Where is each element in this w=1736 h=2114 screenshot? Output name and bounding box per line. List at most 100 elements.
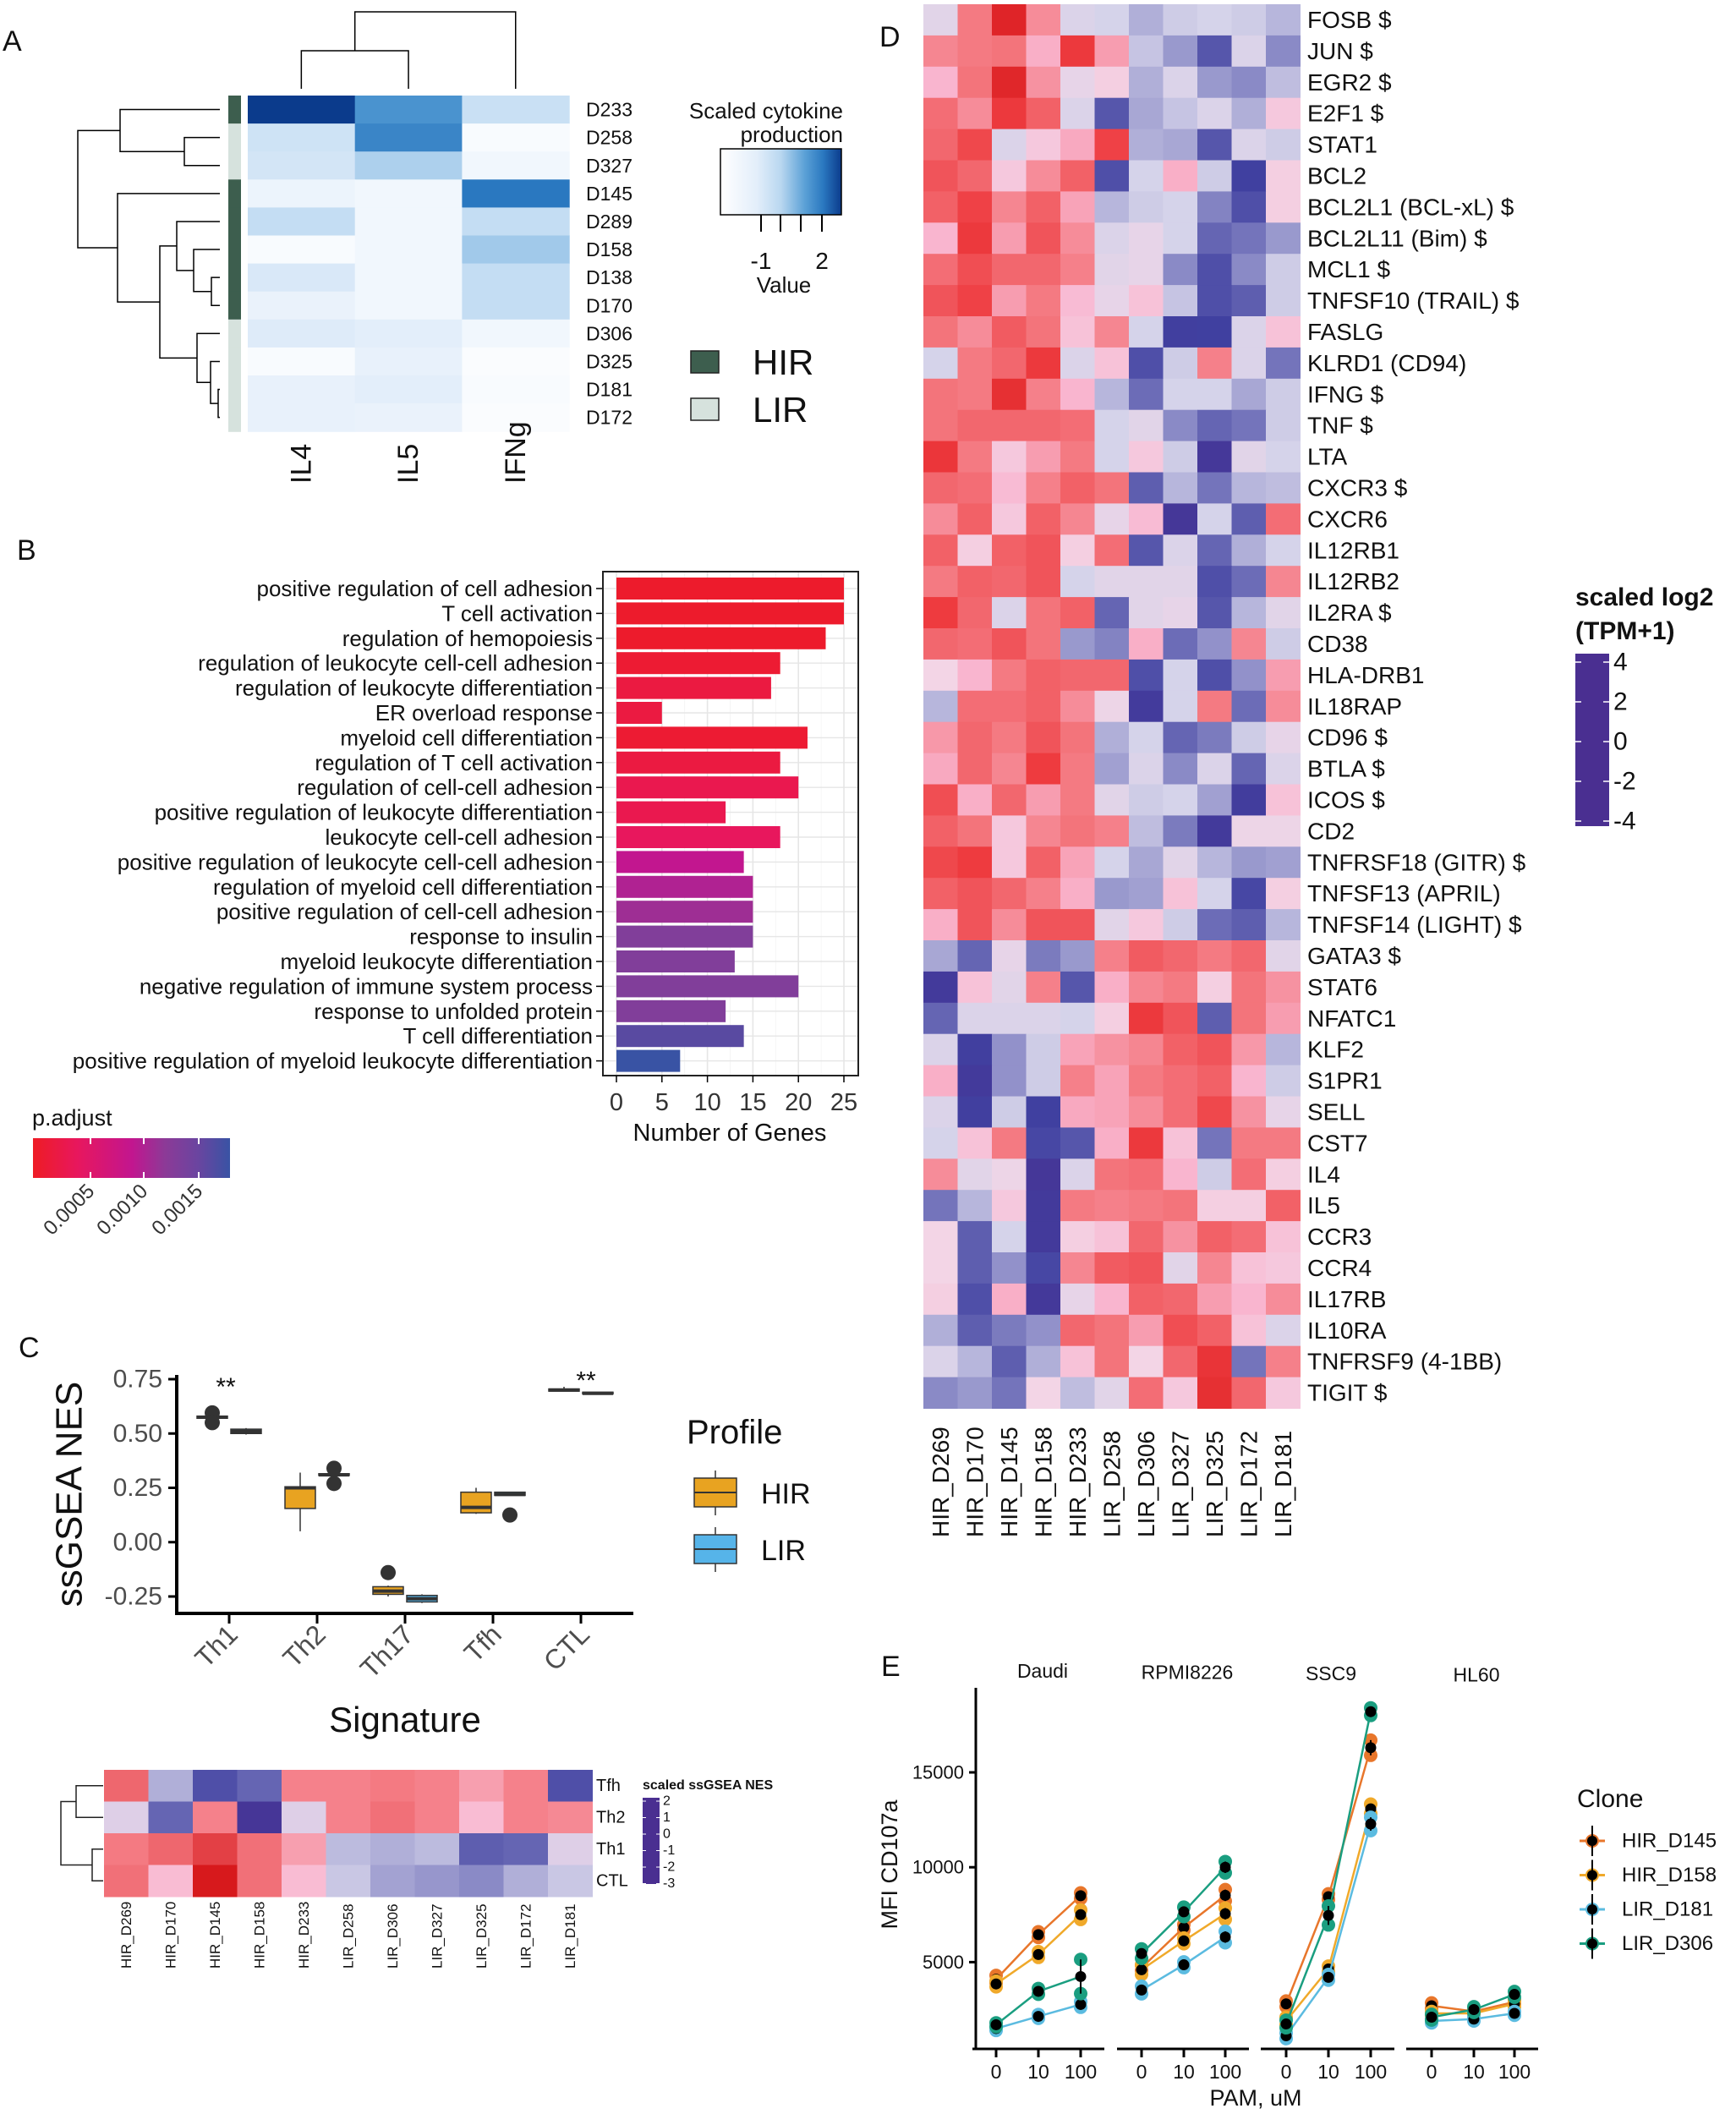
x-tick-label: Th1 bbox=[189, 1618, 244, 1673]
heatmap-cell bbox=[1094, 784, 1130, 816]
row-label: S1PR1 bbox=[1307, 1068, 1383, 1094]
heatmap-cell bbox=[1094, 222, 1130, 255]
heatmap-cell bbox=[1129, 1314, 1164, 1347]
heatmap-cell bbox=[459, 1770, 504, 1802]
heatmap-cell bbox=[1163, 1096, 1198, 1128]
heatmap-cell bbox=[1026, 721, 1061, 754]
column-label: IFNg bbox=[500, 421, 532, 484]
heatmap-cell bbox=[1163, 191, 1198, 223]
heatmap-cell bbox=[462, 207, 570, 237]
mean-point bbox=[1219, 1861, 1231, 1873]
heatmap-cell bbox=[1266, 1158, 1301, 1191]
heatmap-cell bbox=[1129, 472, 1164, 504]
legend-item-lir_d306: LIR_D306 bbox=[1580, 1928, 1713, 1959]
heatmap-cell bbox=[326, 1801, 371, 1834]
heatmap-cell bbox=[923, 784, 958, 816]
row-label: CTL bbox=[596, 1871, 628, 1890]
heatmap-cell bbox=[1163, 1127, 1198, 1159]
heatmap-cell bbox=[1060, 129, 1095, 161]
heatmap-cell bbox=[1026, 753, 1061, 785]
heatmap-cell bbox=[548, 1801, 593, 1834]
category-label: regulation of myeloid cell differentiati… bbox=[213, 874, 593, 900]
heatmap-cell bbox=[957, 503, 993, 535]
row-label: HLA-DRB1 bbox=[1307, 662, 1424, 688]
heatmap-cell bbox=[1163, 784, 1198, 816]
heatmap-cell bbox=[1060, 285, 1095, 317]
heatmap-cell bbox=[957, 1033, 993, 1066]
heatmap-cell bbox=[1060, 1345, 1095, 1378]
heatmap-cell bbox=[1197, 160, 1232, 192]
heatmap-cell bbox=[1163, 409, 1198, 442]
heatmap-cell bbox=[1163, 222, 1198, 255]
heatmap-cell bbox=[957, 97, 993, 130]
heatmap-cell bbox=[1026, 846, 1061, 879]
bar bbox=[616, 901, 753, 923]
heatmap-cell bbox=[957, 472, 993, 504]
heatmap-cell bbox=[1266, 534, 1301, 567]
mean-point bbox=[990, 2018, 1002, 2030]
heatmap-cell bbox=[923, 534, 958, 567]
heatmap-cell bbox=[193, 1801, 238, 1834]
heatmap-cell bbox=[957, 129, 993, 161]
heatmap-cell bbox=[1266, 4, 1301, 36]
heatmap-cell bbox=[1129, 1190, 1164, 1222]
heatmap-cell bbox=[1094, 909, 1130, 941]
group-annotation-cell bbox=[228, 263, 241, 293]
heatmap-cell bbox=[1266, 35, 1301, 68]
heatmap-cell bbox=[923, 347, 958, 380]
heatmap-cell bbox=[1026, 1002, 1061, 1035]
heatmap-cell bbox=[1197, 846, 1232, 879]
heatmap-cell bbox=[1231, 409, 1267, 442]
heatmap-cell bbox=[1094, 97, 1130, 130]
heatmap-cell bbox=[1129, 1127, 1164, 1159]
heatmap-cell bbox=[992, 35, 1027, 68]
heatmap-cell bbox=[1026, 254, 1061, 286]
x-tick-label: 10 bbox=[1173, 2061, 1195, 2083]
heatmap-cell bbox=[1060, 534, 1095, 567]
heatmap-cell bbox=[923, 160, 958, 192]
x-tick-label: 20 bbox=[785, 1089, 812, 1116]
heatmap-cell bbox=[1060, 222, 1095, 255]
facet-daudi: Daudi 0 10 100 bbox=[972, 1660, 1104, 2083]
heatmap-cell bbox=[1094, 628, 1130, 660]
row-label: BCL2L1 (BCL-xL) $ bbox=[1307, 194, 1514, 220]
heatmap-cell bbox=[1163, 1158, 1198, 1191]
heatmap-cell bbox=[1231, 4, 1267, 36]
heatmap-cell bbox=[1266, 316, 1301, 348]
row-label: FOSB $ bbox=[1307, 7, 1392, 33]
heatmap-cell bbox=[1094, 1345, 1130, 1378]
heatmap-cell bbox=[992, 441, 1027, 473]
heatmap-cell bbox=[1266, 160, 1301, 192]
row-label: TIGIT $ bbox=[1307, 1380, 1388, 1406]
heatmap-cell bbox=[1026, 1158, 1061, 1191]
heatmap-cell bbox=[1197, 409, 1232, 442]
heatmap-cell bbox=[1231, 1127, 1267, 1159]
column-label: IL5 bbox=[392, 444, 424, 484]
row-label: LTA bbox=[1307, 444, 1348, 470]
heatmap-cell bbox=[957, 160, 993, 192]
panel-label-a: A bbox=[3, 25, 22, 58]
heatmap-cell bbox=[1197, 254, 1232, 286]
heatmap-cell bbox=[1094, 566, 1130, 598]
heatmap-cell bbox=[1060, 1314, 1095, 1347]
heatmap-cell bbox=[1197, 1158, 1232, 1191]
heatmap-cell bbox=[923, 909, 958, 941]
heatmap-cell bbox=[1266, 1127, 1301, 1159]
heatmap-cell bbox=[1197, 690, 1232, 723]
heatmap-cell bbox=[1231, 191, 1267, 223]
heatmap-cell bbox=[237, 1833, 282, 1865]
heatmap-cell bbox=[923, 1283, 958, 1316]
heatmap-cell bbox=[1266, 597, 1301, 629]
heatmap-cell bbox=[1060, 1158, 1095, 1191]
heatmap-cell bbox=[370, 1801, 415, 1834]
outlier-point bbox=[381, 1564, 396, 1580]
heatmap-cell bbox=[1026, 441, 1061, 473]
heatmap-cell bbox=[1266, 815, 1301, 847]
heatmap-cell bbox=[462, 151, 570, 180]
heatmap-cell bbox=[923, 628, 958, 660]
heatmap-cell bbox=[1026, 909, 1061, 941]
heatmap-cell bbox=[1266, 1314, 1301, 1347]
legend-title: production bbox=[741, 122, 843, 147]
heatmap-cell bbox=[992, 285, 1027, 317]
heatmap-cell bbox=[1129, 35, 1164, 68]
